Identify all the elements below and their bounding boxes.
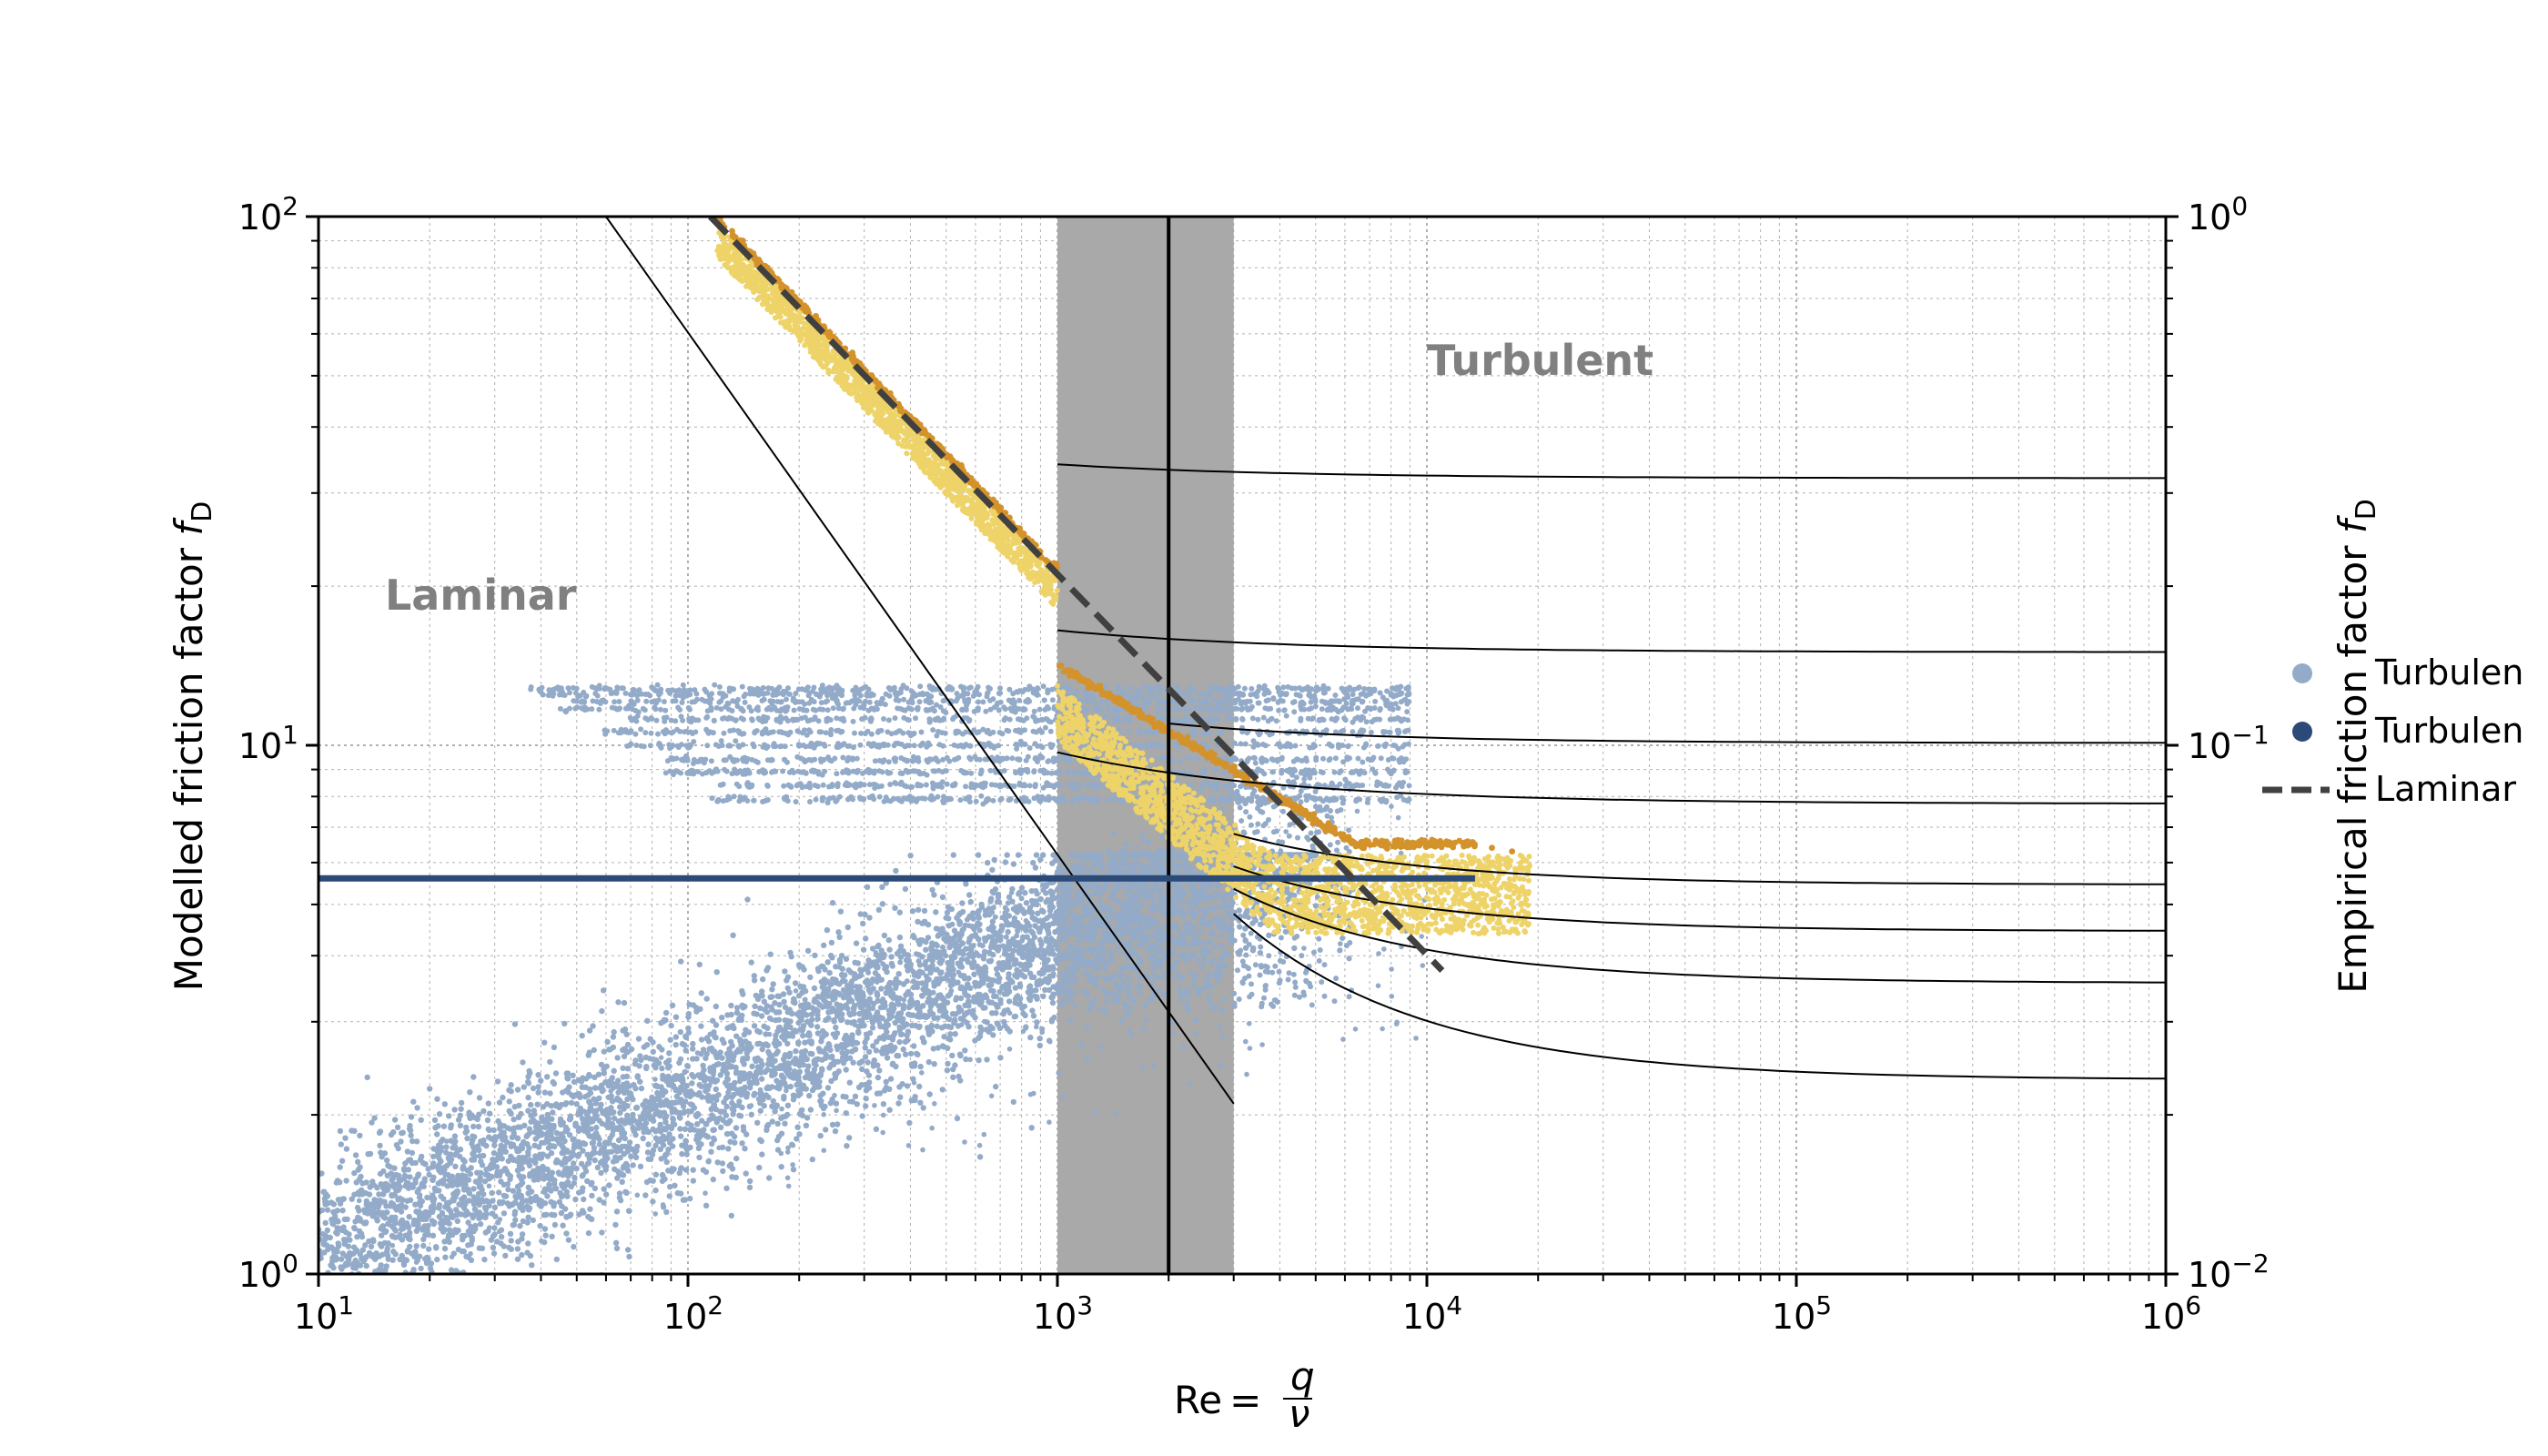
legend-label: Laminar bbox=[2375, 769, 2516, 809]
y-axis-title-right: Empirical friction factor fD bbox=[2331, 499, 2382, 994]
empirical-curve bbox=[1168, 723, 2166, 744]
region-label-turbulent: Turbulent bbox=[1427, 336, 1653, 385]
empirical-curve bbox=[1233, 833, 2166, 885]
legend-label: Turbulen bbox=[2374, 652, 2523, 693]
region-label-laminar: Laminar bbox=[385, 571, 577, 620]
empirical-curve bbox=[1057, 751, 2166, 804]
x-axis-title: Re = q ν bbox=[1174, 1354, 1315, 1436]
laminar-dashed-line bbox=[708, 217, 1445, 974]
legend-marker bbox=[2292, 722, 2312, 742]
y-left-tick-label: 102 bbox=[238, 191, 298, 238]
empirical-curve bbox=[1233, 865, 2166, 932]
x-tick-label: 101 bbox=[294, 1290, 354, 1337]
y-left-tick-label: 101 bbox=[238, 720, 298, 766]
empirical-curve bbox=[1057, 629, 2166, 653]
y-right-tick-label: 10−1 bbox=[2188, 720, 2270, 766]
y-right-tick-label: 100 bbox=[2188, 191, 2248, 238]
empirical-curve bbox=[1233, 913, 2166, 1080]
x-tick-label: 104 bbox=[1402, 1290, 1462, 1337]
curves bbox=[318, 217, 2166, 1274]
x-axis-title-q: q bbox=[1290, 1354, 1315, 1399]
x-axis-title-nu: ν bbox=[1289, 1391, 1309, 1436]
legend: Turbulen Turbulen Laminar bbox=[2262, 652, 2523, 809]
x-tick-label: 106 bbox=[2141, 1290, 2201, 1337]
y-axis-title-left: Modelled friction factor fD bbox=[167, 501, 218, 992]
empirical-curve bbox=[1233, 887, 2166, 984]
legend-label: Turbulen bbox=[2374, 711, 2523, 751]
legend-marker bbox=[2292, 663, 2312, 683]
x-tick-label: 102 bbox=[663, 1290, 723, 1337]
empirical-curve bbox=[1057, 463, 2166, 480]
scatter-orange bbox=[709, 217, 1515, 854]
x-tick-label: 103 bbox=[1033, 1290, 1093, 1337]
x-tick-label: 105 bbox=[1772, 1290, 1832, 1337]
y-right-tick-label: 10−2 bbox=[2188, 1249, 2270, 1295]
thin-laminar-line bbox=[605, 217, 1235, 1105]
y-left-tick-label: 100 bbox=[238, 1249, 298, 1295]
